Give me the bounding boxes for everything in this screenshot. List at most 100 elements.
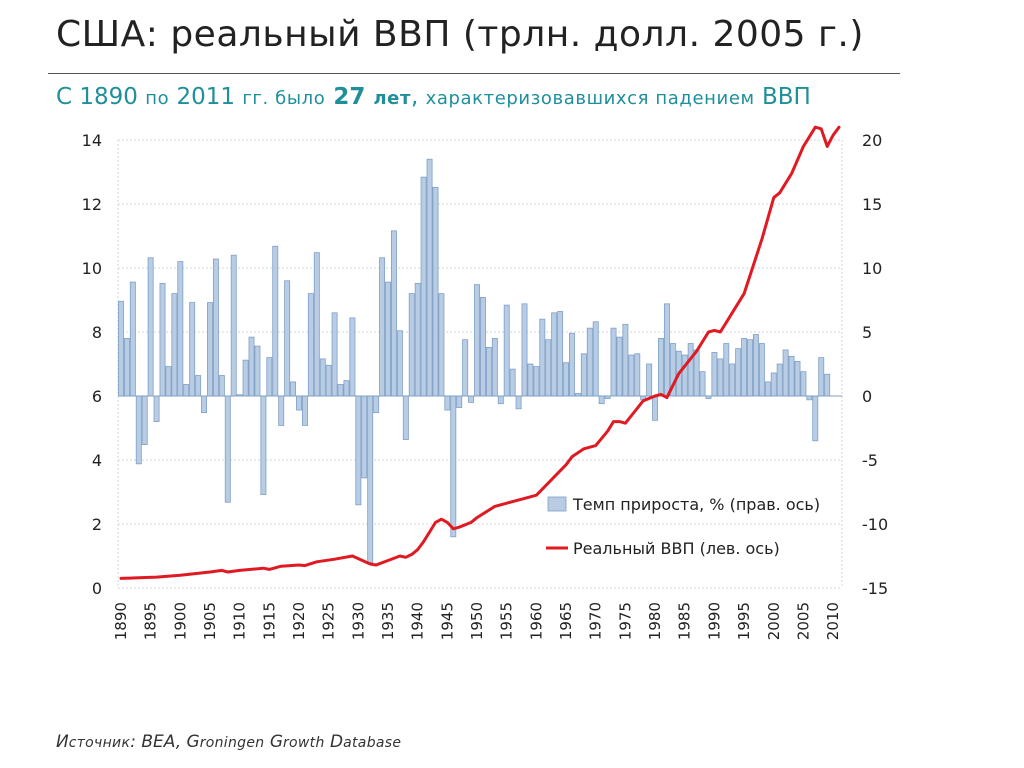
slide-subtitle: С 1890 по 2011 гг. было 27 лет, характер… (56, 84, 811, 110)
growth-bar (319, 358, 326, 397)
growth-bar (735, 348, 742, 397)
growth-bar (812, 395, 819, 442)
growth-bar (569, 332, 575, 397)
growth-bar (396, 330, 403, 397)
x-axis-tick: 1985 (676, 602, 694, 640)
growth-bar (752, 334, 759, 397)
x-axis-tick: 1960 (527, 602, 545, 640)
growth-bar (301, 395, 308, 426)
growth-bar (776, 363, 783, 397)
left-axis-tick: 2 (92, 515, 102, 534)
growth-bar (681, 354, 688, 397)
growth-bar (135, 395, 142, 465)
x-axis-tick: 1955 (498, 602, 516, 640)
growth-bar (521, 303, 528, 397)
right-axis-tick: -5 (862, 451, 878, 470)
growth-bar (770, 372, 777, 397)
left-axis-tick: 12 (82, 195, 102, 214)
growth-bar (432, 186, 439, 397)
growth-bar (741, 337, 748, 397)
growth-bar (153, 395, 160, 423)
left-axis-tick: 4 (92, 451, 102, 470)
growth-bar (426, 158, 433, 397)
growth-bar (503, 304, 510, 397)
growth-bar (693, 349, 700, 397)
x-axis-tick: 1975 (616, 602, 634, 640)
growth-bar (622, 323, 629, 397)
growth-bar (663, 303, 670, 397)
growth-bar (509, 368, 516, 397)
growth-bar (545, 339, 552, 397)
growth-bar (687, 343, 694, 397)
growth-bar (462, 339, 469, 397)
growth-bar (118, 300, 124, 397)
growth-bar (438, 293, 445, 397)
x-axis-tick: 1920 (290, 602, 308, 640)
x-axis-tick: 1990 (705, 602, 723, 640)
growth-bar (634, 353, 641, 397)
x-axis-tick: 1925 (320, 602, 338, 640)
growth-bar (717, 358, 724, 397)
growth-bar (468, 395, 475, 403)
right-axis-tick: 10 (862, 259, 882, 278)
growth-bar (646, 363, 653, 397)
x-axis-tick: 1890 (112, 602, 130, 640)
growth-bar (218, 375, 225, 397)
growth-bar (527, 363, 534, 397)
growth-bar (171, 293, 178, 397)
x-axis-tick: 1945 (438, 602, 456, 640)
growth-bar (165, 366, 172, 397)
growth-bar (272, 245, 279, 397)
growth-bar (580, 353, 587, 397)
growth-bar (747, 339, 753, 397)
growth-bar (444, 395, 451, 411)
right-axis-tick: 20 (862, 131, 882, 150)
legend-label-bars: Темп прироста, % (прав. ось) (572, 495, 820, 514)
growth-bar (278, 395, 285, 426)
growth-bar (189, 302, 196, 397)
growth-bar (290, 381, 297, 397)
x-axis-tick: 1910 (231, 602, 249, 640)
growth-bar (485, 346, 492, 397)
growth-bar (450, 395, 457, 538)
growth-bar (764, 381, 771, 397)
growth-bar (260, 395, 267, 495)
growth-bar (758, 343, 765, 397)
growth-bar (373, 395, 380, 414)
x-axis-tick: 2000 (765, 602, 783, 640)
x-axis-tick: 1905 (201, 602, 219, 640)
growth-bar (806, 395, 813, 401)
growth-bar (497, 395, 504, 405)
legend-label-line: Реальный ВВП (лев. ось) (573, 539, 780, 558)
growth-bar (325, 364, 332, 397)
growth-bar (610, 327, 617, 397)
right-axis-tick: -10 (862, 515, 888, 534)
growth-bar (586, 327, 593, 397)
x-axis-tick: 1900 (171, 602, 189, 640)
left-axis-tick: 8 (92, 323, 102, 342)
growth-bar (414, 282, 421, 397)
left-axis-tick: 10 (82, 259, 102, 278)
right-axis-tick: 5 (862, 323, 872, 342)
x-axis-tick: 1930 (349, 602, 367, 640)
growth-bar (349, 317, 356, 397)
x-axis-tick: 1995 (735, 602, 753, 640)
growth-bar (230, 254, 237, 397)
growth-bar (794, 361, 801, 397)
growth-bar (515, 395, 522, 410)
growth-bar (361, 395, 368, 479)
growth-bar (592, 321, 599, 397)
title-divider (48, 73, 900, 74)
left-axis-tick: 0 (92, 579, 102, 598)
growth-bar (379, 257, 386, 397)
x-axis-tick: 1980 (646, 602, 664, 640)
growth-bar (147, 257, 154, 397)
x-axis-tick: 2005 (794, 602, 812, 640)
growth-bar (456, 395, 463, 408)
left-axis-tick: 6 (92, 387, 102, 406)
growth-bar (313, 252, 320, 397)
growth-bar (652, 395, 659, 421)
growth-bar (402, 395, 409, 440)
x-axis-tick: 1970 (587, 602, 605, 640)
